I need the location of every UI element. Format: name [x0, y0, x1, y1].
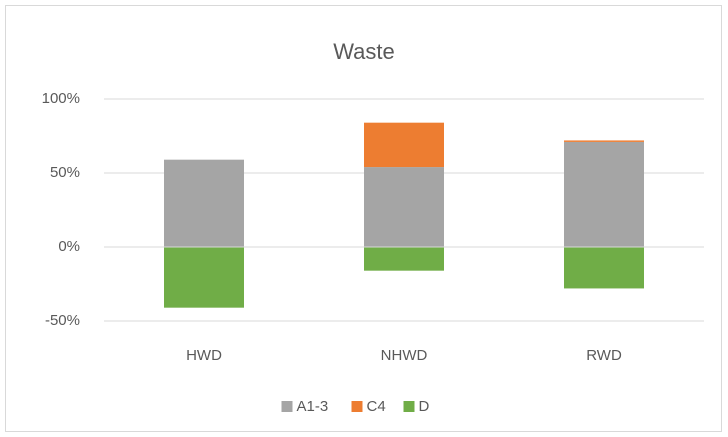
- x-tick-label: RWD: [586, 347, 622, 364]
- x-tick-label: NHWD: [381, 347, 428, 364]
- legend-swatch: [351, 401, 363, 412]
- legend-label: D: [419, 398, 430, 415]
- chart-title: Waste: [333, 39, 395, 64]
- y-tick-label: 50%: [50, 164, 80, 181]
- legend-label: C4: [367, 398, 386, 415]
- legend-label: A1-3: [297, 398, 329, 415]
- bar-segment: [164, 159, 244, 247]
- bar-segment: [164, 247, 244, 308]
- bar-segment: [364, 247, 444, 271]
- bar-segment: [564, 140, 644, 142]
- bar-segment: [364, 167, 444, 247]
- bar-segment: [564, 247, 644, 289]
- bar-segment: [564, 141, 644, 247]
- y-tick-label: -50%: [45, 312, 80, 329]
- y-tick-label: 0%: [58, 238, 80, 255]
- x-tick-label: HWD: [186, 347, 222, 364]
- bar-segment: [364, 122, 444, 168]
- legend-swatch: [281, 401, 293, 412]
- legend-swatch: [403, 401, 415, 412]
- y-tick-label: 100%: [42, 90, 80, 107]
